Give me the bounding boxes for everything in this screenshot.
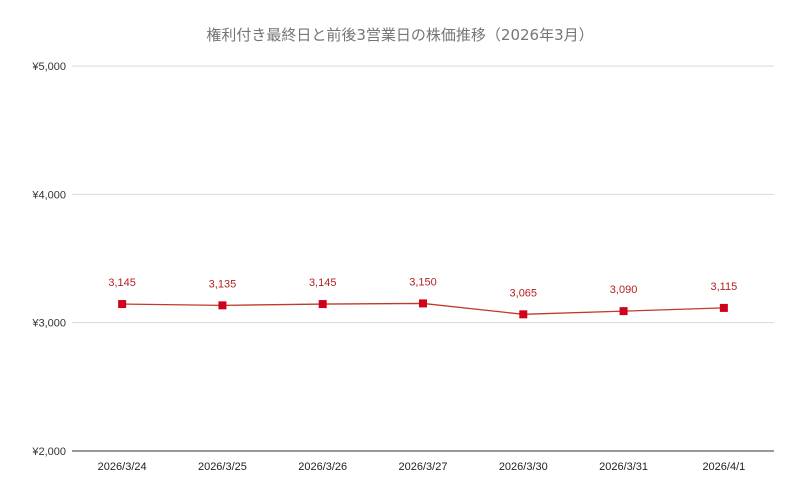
data-label: 3,150	[409, 276, 437, 288]
x-tick-label: 2026/4/1	[702, 461, 745, 473]
chart-title: 権利付き最終日と前後3営業日の株価推移（2026年3月）	[206, 26, 593, 44]
y-tick-label: ¥3,000	[31, 318, 66, 330]
data-point	[619, 307, 628, 316]
data-label: 3,135	[209, 278, 237, 290]
x-tick-label: 2026/3/30	[499, 461, 548, 473]
y-tick-label: ¥2,000	[31, 446, 66, 458]
x-tick-label: 2026/3/27	[399, 461, 448, 473]
x-tick-label: 2026/3/25	[198, 461, 247, 473]
data-point	[218, 301, 227, 310]
data-label: 3,090	[610, 284, 638, 296]
data-label: 3,145	[309, 277, 337, 289]
x-axis-ticks: 2026/3/24 2026/3/25 2026/3/26 2026/3/27 2026…	[98, 461, 746, 473]
data-label: 3,145	[108, 277, 136, 289]
y-axis-ticks: ¥2,000 ¥3,000 ¥4,000 ¥5,000	[31, 61, 66, 458]
y-tick-label: ¥4,000	[31, 189, 66, 201]
data-label: 3,115	[710, 281, 737, 293]
data-point	[519, 310, 528, 319]
gridlines	[72, 65, 774, 324]
series-layer: 3,145 3,135 3,145 3,150 3,065 3,090 3,115	[108, 276, 737, 319]
x-tick-label: 2026/3/24	[98, 461, 147, 473]
data-point	[719, 303, 728, 312]
data-point	[318, 300, 327, 309]
data-label: 3,065	[510, 287, 538, 299]
data-point	[419, 299, 427, 308]
y-tick-label: ¥5,000	[31, 61, 66, 73]
x-tick-label: 2026/3/26	[298, 461, 347, 473]
x-tick-label: 2026/3/31	[599, 461, 648, 473]
data-point	[118, 300, 127, 309]
